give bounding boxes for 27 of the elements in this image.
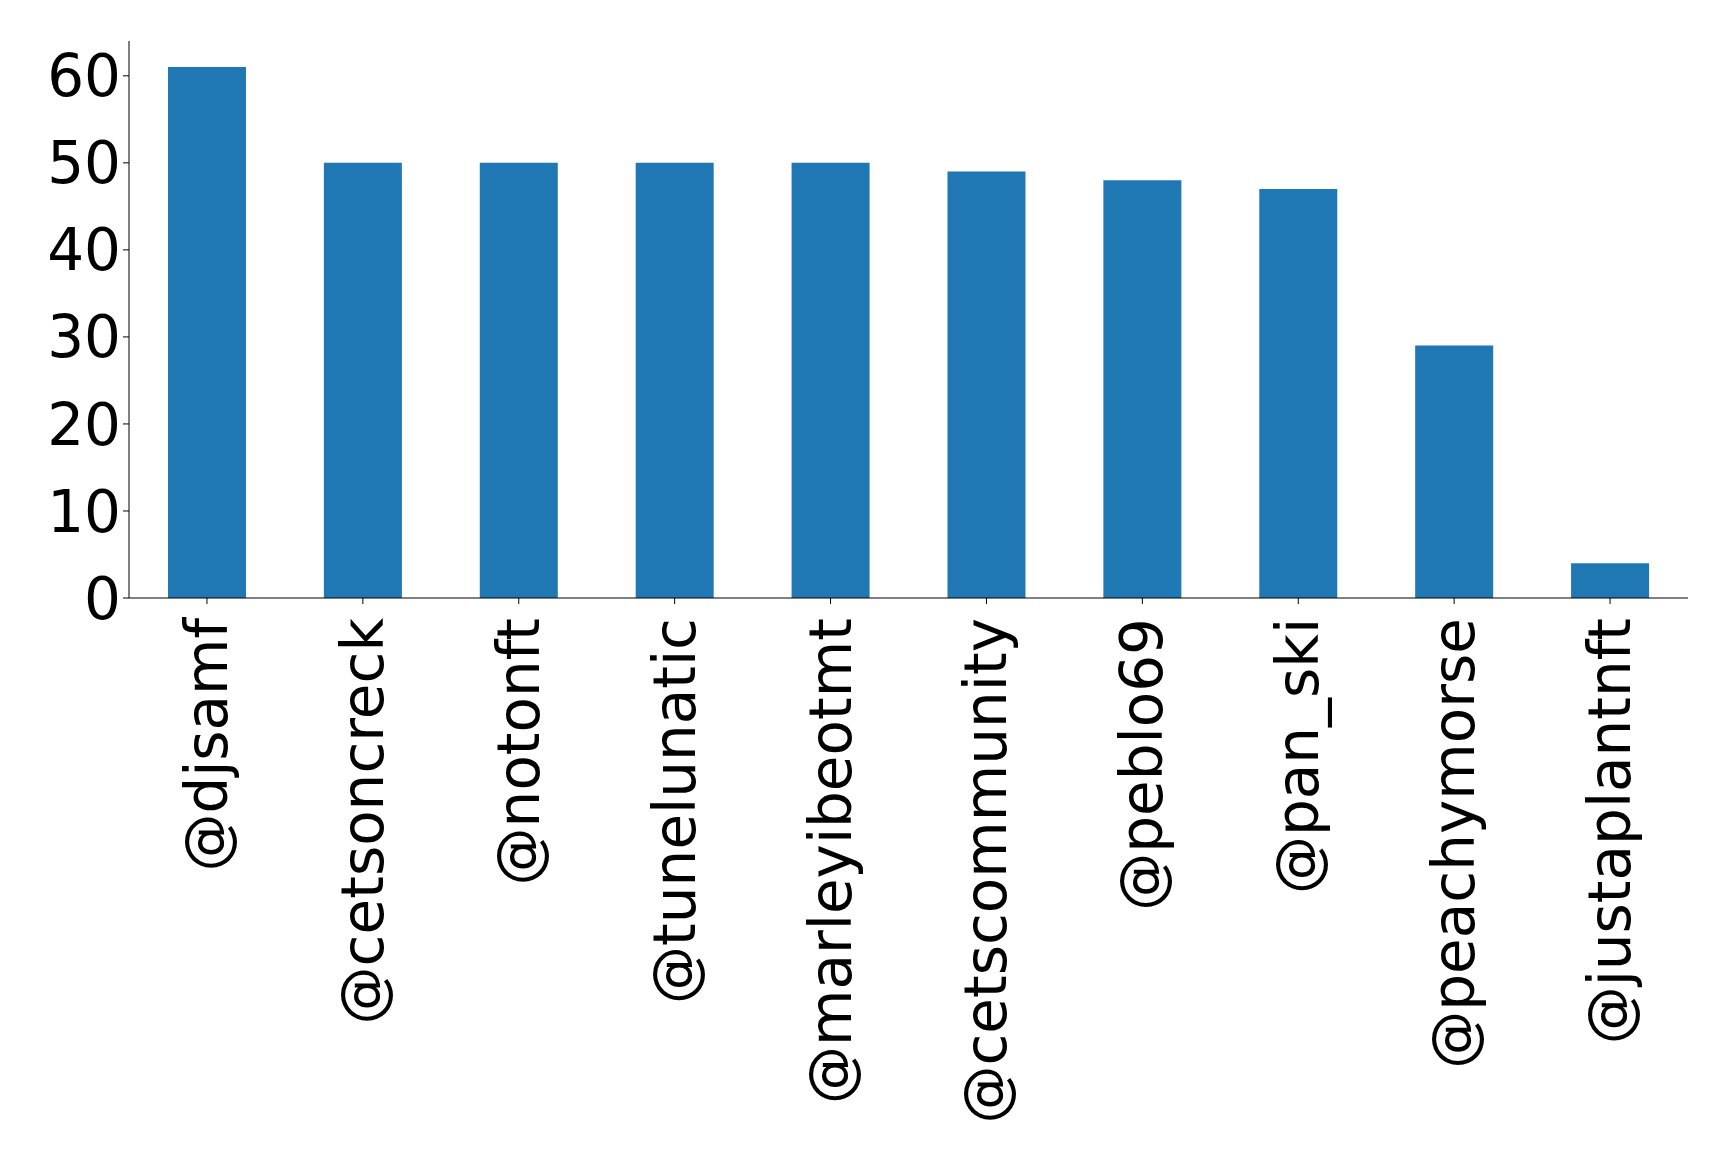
x-tick-label: @notonft (484, 618, 553, 886)
bar (1415, 345, 1494, 598)
bar (635, 162, 714, 598)
x-tick-label: @cetscommunity (952, 618, 1021, 1124)
x-tick-label: @peblo69 (1108, 618, 1177, 911)
y-tick-label: 0 (84, 564, 121, 633)
y-tick-label: 20 (47, 390, 121, 459)
bar (1103, 180, 1182, 598)
x-tick-label: @cetsoncreck (328, 617, 397, 1025)
x-tick-label: @pan_ski (1264, 618, 1333, 895)
bar (479, 162, 558, 598)
y-tick-label: 10 (47, 477, 121, 546)
bar (1259, 188, 1338, 598)
y-tick-label: 60 (47, 42, 121, 111)
bar (323, 162, 402, 598)
y-tick-label: 50 (47, 129, 121, 198)
x-tick-label: @djsamf (172, 616, 241, 872)
bar (1571, 563, 1650, 598)
y-tick-label: 40 (47, 216, 121, 285)
x-tick-label: @tunelunatic (640, 618, 709, 1004)
x-tick-label: @peachymorse (1420, 618, 1489, 1069)
bar (791, 162, 870, 598)
bar (167, 67, 246, 598)
x-tick-label: @justaplantnft (1576, 618, 1645, 1045)
bar (947, 171, 1026, 598)
x-tick-label: @marleyibeotmt (796, 618, 865, 1105)
y-tick-label: 30 (47, 303, 121, 372)
